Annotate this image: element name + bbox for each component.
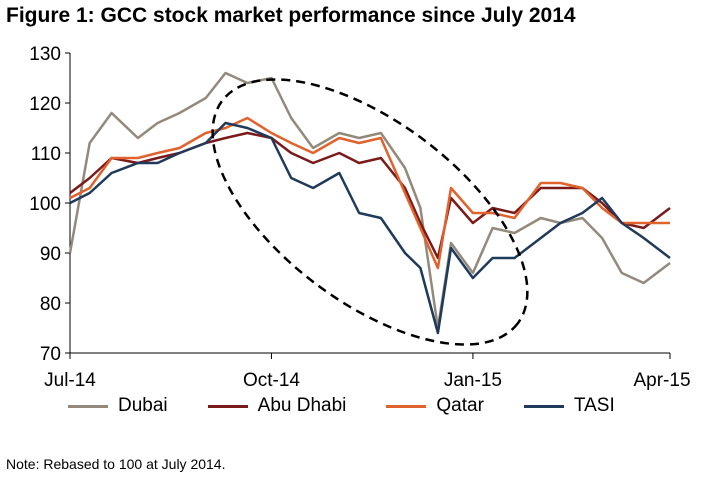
- x-tick-label: Apr-15: [633, 370, 690, 391]
- legend-item-dubai: Dubai: [68, 395, 168, 417]
- legend: Dubai Abu Dhabi Qatar TASI: [68, 392, 708, 420]
- legend-item-tasi: TASI: [523, 395, 615, 417]
- series-line-abu-dhabi: [69, 131, 671, 260]
- y-tick-label: 90: [40, 244, 61, 265]
- legend-label: Abu Dhabi: [257, 395, 347, 416]
- legend-swatch: [523, 404, 564, 408]
- y-tick-label: 80: [40, 294, 61, 315]
- y-axis: 70 80 90 100 110 120 130: [29, 44, 71, 365]
- legend-swatch: [207, 404, 248, 408]
- x-axis: Jul-14 Oct-14 Jan-15 Apr-15: [44, 352, 691, 391]
- y-tick-label: 130: [29, 44, 61, 65]
- x-tick-label: Jul-14: [44, 370, 96, 391]
- legend-item-qatar: Qatar: [386, 395, 484, 417]
- legend-item-abu-dhabi: Abu Dhabi: [207, 395, 347, 417]
- series-line-dubai: [68, 71, 671, 330]
- legend-label: TASI: [573, 395, 615, 416]
- y-tick-label: 110: [31, 144, 61, 165]
- series-line-tasi: [69, 121, 671, 335]
- legend-label: Qatar: [436, 395, 484, 416]
- chart-title: Figure 1: GCC stock market performance s…: [6, 4, 576, 27]
- y-tick-label: 100: [29, 194, 61, 215]
- x-tick-label: Oct-14: [243, 370, 300, 391]
- legend-label: Dubai: [118, 395, 168, 416]
- x-tick-label: Jan-15: [444, 370, 502, 391]
- series-lines: [68, 71, 671, 335]
- y-tick-label: 70: [40, 344, 61, 365]
- highlight-ellipse: [211, 78, 529, 346]
- footnote: Note: Rebased to 100 at July 2014.: [6, 456, 226, 472]
- series-line-qatar: [69, 116, 670, 270]
- legend-swatch: [386, 404, 427, 408]
- legend-swatch: [68, 404, 108, 408]
- y-tick-label: 120: [29, 94, 61, 115]
